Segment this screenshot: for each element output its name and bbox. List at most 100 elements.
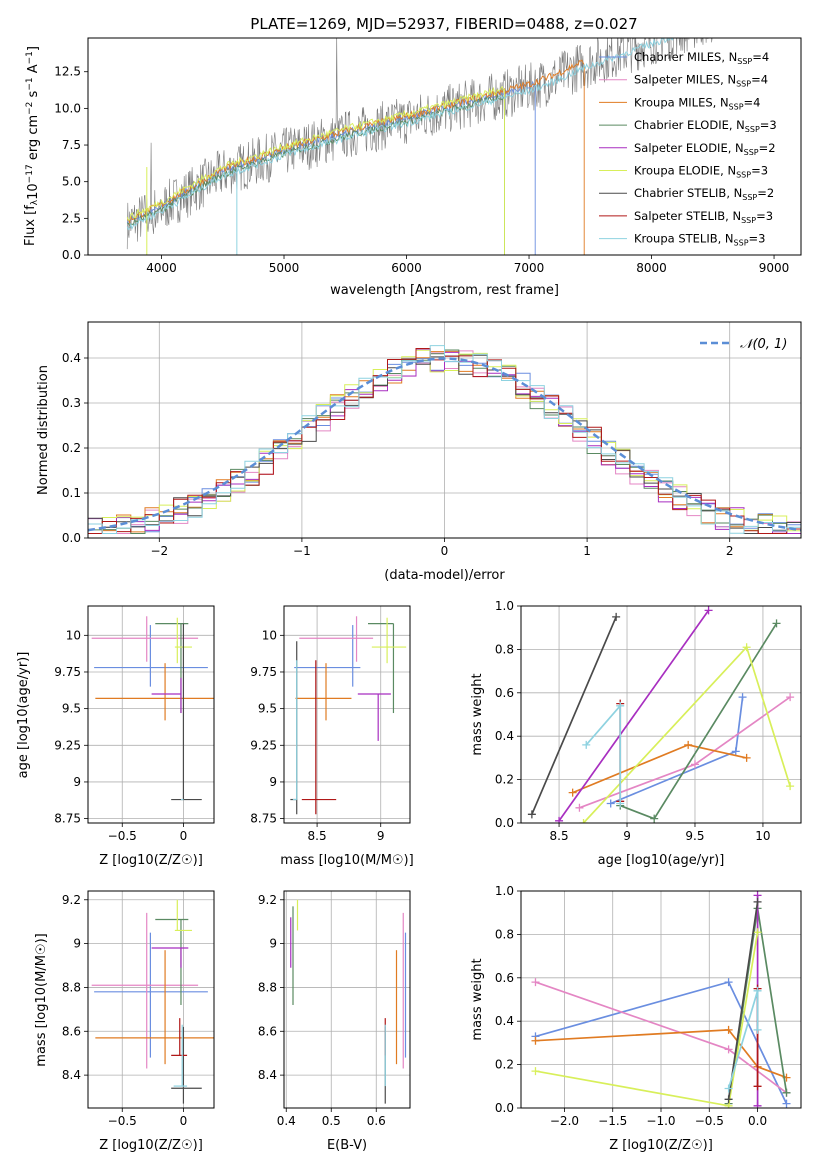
legend-sub: SSP	[742, 193, 757, 202]
legend-eq: =4	[752, 50, 769, 64]
x-tick-label: −2	[150, 544, 168, 558]
y-axis-label: age [log10(age/yr)]	[16, 652, 31, 779]
axes-frame	[520, 605, 802, 824]
legend-eq: =4	[744, 95, 761, 109]
legend-sub: SSP	[745, 125, 760, 134]
axes-age-vs-mass: 8.5 9 8.75 9 9.25 9.5 9.75 10 mass [log10(M/M☉)]	[250, 605, 414, 868]
y-tick-label: 0.2	[495, 1058, 514, 1072]
legend-eq: =3	[749, 232, 766, 246]
y-tick-label: 0.2	[62, 441, 81, 455]
y-tick-label: 9.25	[54, 738, 81, 752]
weight-marker	[753, 897, 762, 906]
weight-series-kroupa-elodie	[579, 643, 795, 823]
ticks: 8.5 9 9.5 10 0.0 0.2 0.4 0.6 0.8 1.0	[495, 599, 771, 843]
y-tick-label: 1.0	[495, 599, 514, 613]
legend-sub: SSP	[729, 102, 744, 111]
x-tick-label: 8000	[636, 261, 667, 275]
legend-text: Kroupa MILES, N	[634, 95, 729, 109]
weight-series-chabrier-stelib	[527, 612, 621, 819]
weight-marker	[555, 816, 564, 823]
x-tick-label: −2.0	[550, 1114, 579, 1128]
x-tick-label: 8.5	[308, 829, 327, 843]
ticks: 8.5 9 8.75 9 9.25 9.5 9.75 10	[250, 628, 384, 843]
plot-area	[284, 891, 410, 1108]
y-tick-label: 9	[269, 937, 277, 951]
weight-marker	[724, 1095, 733, 1104]
legend-text: Kroupa STELIB, N	[634, 232, 734, 246]
ticks: −0.5 0 8.4 8.6 8.8 9 9.2	[62, 893, 187, 1128]
legend-label-chabrier-miles: Chabrier MILES, NSSP=4	[634, 50, 769, 66]
x-tick-label: 7000	[514, 261, 545, 275]
axes-frame	[87, 37, 802, 256]
axes-frame	[87, 890, 215, 1109]
errorbar-chabrier-elodie	[368, 622, 395, 714]
y-axis-label: mass [log10(M/M☉)]	[34, 933, 49, 1066]
y-tick-label: 0.0	[495, 1101, 514, 1115]
y-tick-label: 0.0	[62, 531, 81, 545]
y-axis-label: Normed distribution	[36, 365, 51, 495]
weight-marker	[786, 693, 795, 702]
weight-marker	[742, 643, 751, 652]
x-tick-label: 2	[726, 544, 734, 558]
histogram-kroupa-stelib	[88, 345, 801, 534]
errorbar-salpeter-stelib	[301, 660, 337, 815]
errorbar-kroupa-miles	[95, 663, 214, 721]
y-tick-label: 9.25	[250, 738, 277, 752]
weight-marker	[606, 799, 615, 808]
weight-marker	[772, 619, 781, 628]
weight-marker	[753, 1101, 762, 1108]
weight-marker	[531, 1036, 540, 1045]
weight-line	[572, 744, 747, 794]
grid	[521, 606, 801, 823]
legend-label-kroupa-elodie: Kroupa ELODIE, NSSP=3	[634, 164, 768, 180]
weight-marker	[782, 1088, 791, 1097]
weight-series-kroupa-miles	[568, 740, 751, 797]
y-axis-label-part: −17	[25, 164, 35, 183]
legend-eq: =3	[760, 118, 777, 132]
legend-sub: SSP	[736, 80, 751, 89]
legend-eq: =2	[757, 186, 774, 200]
x-tick-label: 0	[441, 544, 449, 558]
y-tick-label: 9.5	[62, 702, 81, 716]
axes-frame	[283, 890, 411, 1109]
errorbar-chabrier-stelib	[171, 623, 202, 801]
errorbar-salpeter-elodie	[151, 947, 189, 968]
model-spectrum-kroupa-elodie	[126, 85, 505, 255]
weight-line	[531, 616, 617, 815]
weight-marker	[531, 978, 540, 987]
y-axis-label: mass weight	[470, 673, 485, 755]
y-tick-label: 12.5	[54, 65, 81, 79]
y-tick-label: 0.2	[495, 773, 514, 787]
legend-sub: SSP	[737, 57, 752, 66]
weight-marker	[753, 1082, 762, 1091]
y-tick-label: 10	[262, 628, 277, 642]
y-axis-label: mass weight	[470, 958, 485, 1040]
weight-marker	[568, 788, 577, 797]
ticks: 4000 5000 6000 7000 8000 9000 0.0 2.5 5.0 7.5 10.0…	[54, 65, 789, 275]
legend-text: Chabrier ELODIE, N	[634, 118, 745, 132]
weight-marker	[738, 693, 747, 702]
y-tick-label: 9.75	[250, 665, 277, 679]
x-axis-label: wavelength [Angstrom, rest frame]	[330, 283, 559, 298]
errorbar-chabrier-stelib	[171, 1026, 202, 1104]
x-axis-label: E(B-V)	[327, 1138, 367, 1153]
errorbar-salpeter-miles	[91, 912, 199, 1069]
x-tick-label: −0.5	[695, 1114, 724, 1128]
y-tick-label: 9.5	[258, 702, 277, 716]
errorbar-kroupa-miles	[295, 663, 352, 721]
plot-area	[126, 38, 801, 255]
y-axis-label-part: A	[26, 64, 41, 77]
x-axis-label: mass [log10(M/M☉)]	[280, 853, 413, 868]
y-tick-label: 9	[73, 937, 81, 951]
y-tick-label: 2.5	[62, 211, 81, 225]
weight-marker	[531, 1067, 540, 1076]
axes-frame	[87, 605, 215, 824]
errorbar-salpeter-miles	[299, 616, 374, 662]
weight-line	[535, 932, 759, 1107]
y-axis-label-part: 10	[26, 183, 41, 200]
y-tick-label: 0.4	[62, 351, 81, 365]
y-tick-label: 0.0	[62, 248, 81, 262]
weight-marker	[753, 1025, 762, 1034]
y-tick-label: 8.8	[62, 980, 81, 994]
weight-marker	[582, 740, 591, 749]
